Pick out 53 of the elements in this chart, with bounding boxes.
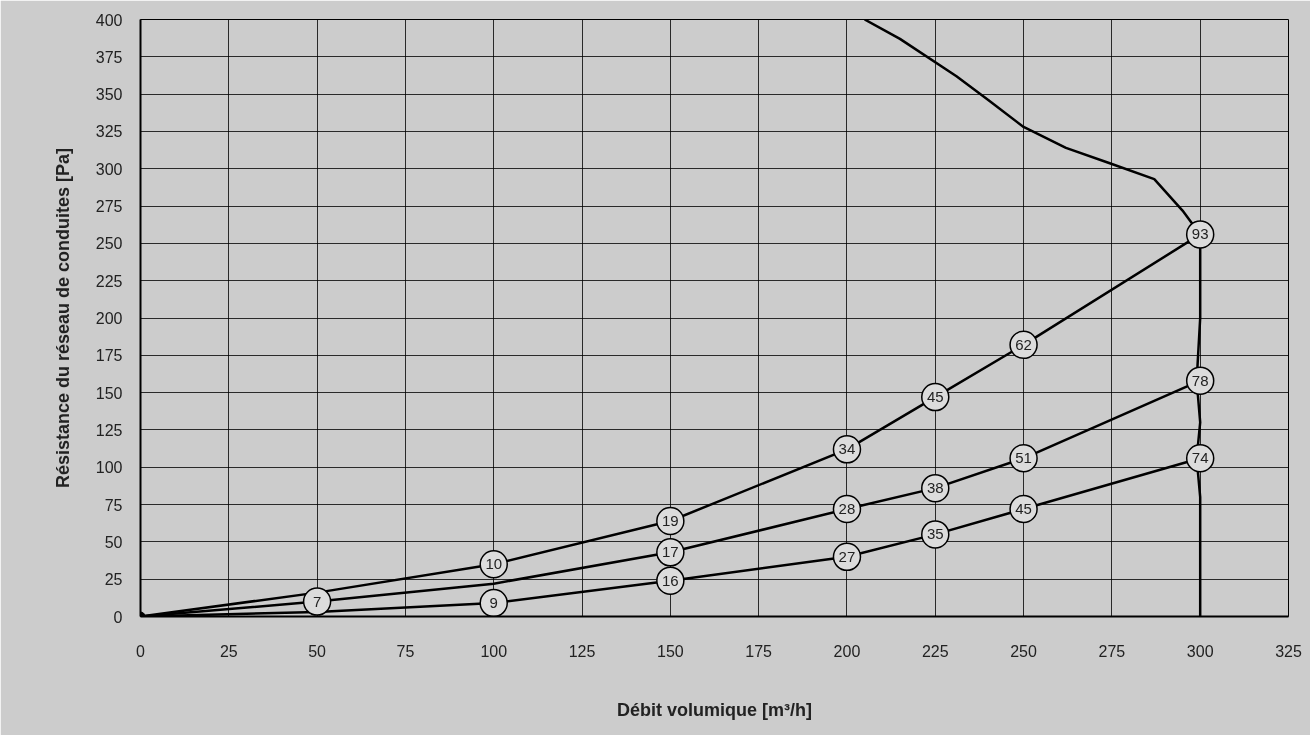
y-tick-label: 350	[95, 86, 123, 104]
annotation: 7	[312, 592, 322, 610]
x-tick-label: 275	[1098, 642, 1126, 660]
annotation: 27	[838, 547, 856, 565]
y-tick-label: 50	[104, 533, 123, 551]
point	[302, 587, 332, 616]
annotation: 17	[662, 543, 679, 561]
annotation: 16	[662, 571, 679, 589]
y-tick-label: 275	[95, 198, 123, 216]
annotation: 28	[838, 500, 856, 518]
y-tick-label: 175	[95, 347, 123, 365]
y-tick-label: 325	[95, 123, 123, 141]
y-axis-title: Résistance du réseau de conduites [Pa]	[52, 147, 73, 489]
annotation: 45	[1015, 500, 1032, 518]
annotation: 38	[926, 479, 944, 497]
x-tick-label: 325	[1275, 642, 1302, 660]
x-tick-label: 300	[1186, 642, 1214, 660]
x-tick-label: 200	[833, 642, 861, 660]
annotation: 19	[662, 511, 679, 529]
x-axis-title: Débit volumique [m³/h]	[617, 699, 812, 720]
y-tick-label: 300	[95, 160, 123, 178]
x-tick-label: 225	[921, 642, 949, 660]
x-tick-label: 50	[308, 642, 327, 660]
y-tick-label: 75	[104, 496, 123, 514]
y-tick-label: 375	[95, 48, 123, 66]
y-tick-label: 0	[113, 608, 123, 626]
x-tick-label: 100	[480, 642, 508, 660]
y-tick-label: 100	[95, 459, 123, 477]
annotation: 45	[926, 388, 944, 406]
annotation: 9	[489, 594, 498, 612]
annotation: 34	[838, 440, 856, 458]
annotation: 78	[1191, 371, 1209, 389]
x-tick-label: 0	[136, 642, 146, 660]
y-tick-label: 25	[104, 571, 123, 589]
x-tick-label: 175	[745, 642, 773, 660]
annotation: 74	[1191, 449, 1209, 467]
annotation: 10	[485, 555, 503, 573]
annotation: 93	[1191, 225, 1209, 243]
annotation: 51	[1015, 449, 1032, 467]
y-tick-label: 225	[95, 272, 123, 290]
x-tick-label: 125	[568, 642, 596, 660]
x-tick-label: 75	[396, 642, 415, 660]
x-tick-label: 150	[657, 642, 684, 660]
point	[479, 588, 508, 617]
y-tick-label: 200	[95, 310, 123, 327]
annotation: 35	[926, 525, 944, 543]
annotation: 62	[1015, 335, 1032, 353]
y-tick-label: 250	[95, 235, 123, 253]
y-tick-label: 400	[95, 11, 123, 29]
y-tick-label: 150	[95, 384, 123, 402]
x-tick-label: 250	[1010, 642, 1038, 660]
y-tick-label: 125	[95, 421, 123, 439]
x-tick-label: 25	[219, 642, 238, 660]
